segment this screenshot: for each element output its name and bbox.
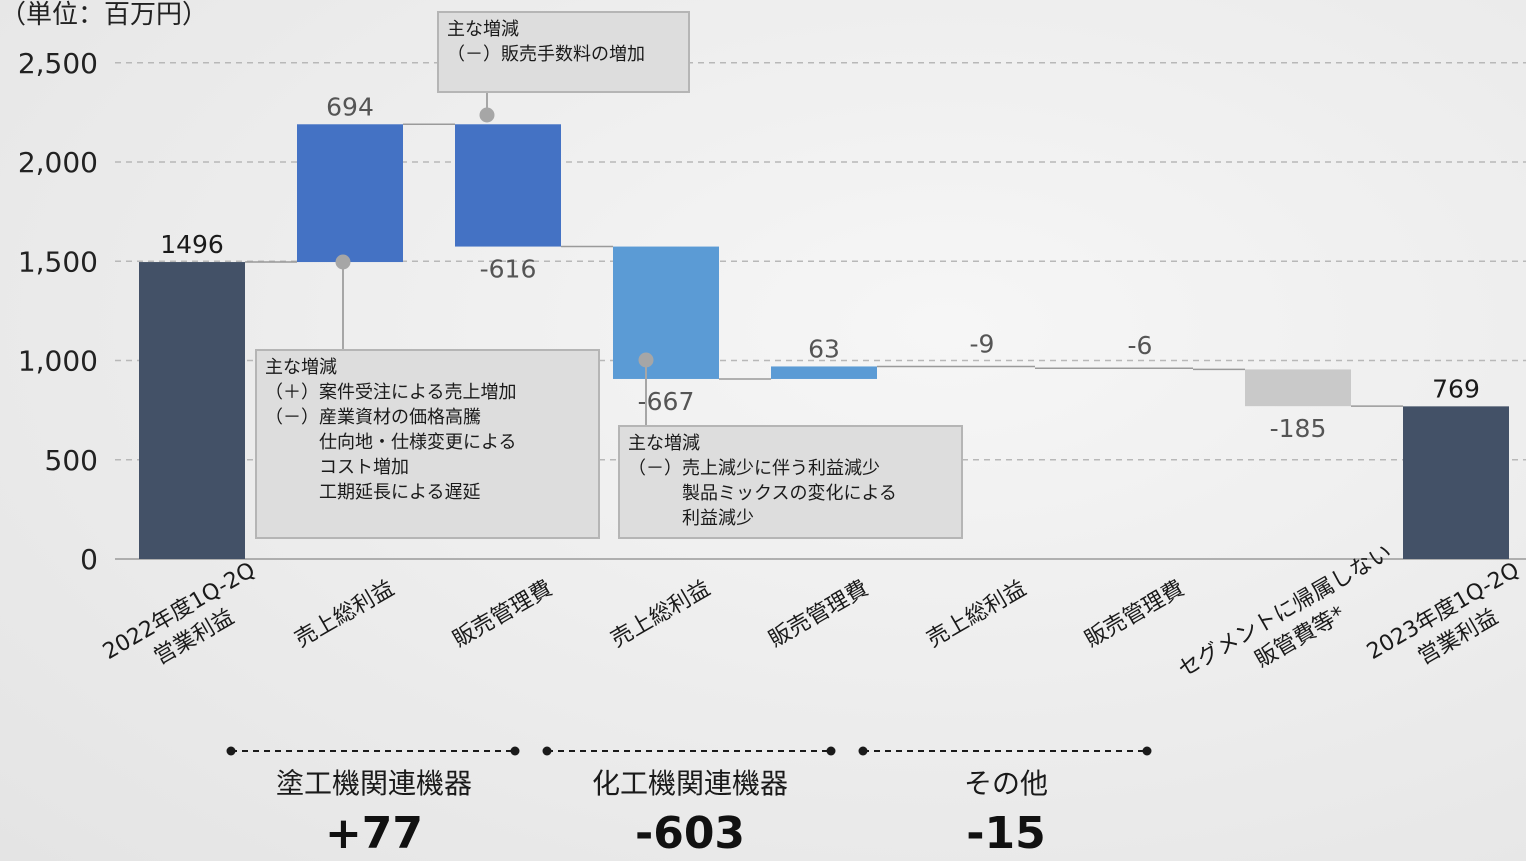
y-tick-label: 2,500 bbox=[18, 47, 98, 80]
value-label: 769 bbox=[1432, 374, 1480, 403]
category-label-line: セグメントに帰属しない bbox=[1174, 540, 1396, 683]
category-label: 販売管理費 bbox=[449, 576, 557, 653]
callout-marker-dot bbox=[638, 352, 654, 368]
note-line: コスト増加 bbox=[265, 457, 409, 478]
note-title: 主な増減 bbox=[447, 19, 519, 40]
bar bbox=[297, 124, 403, 263]
note-box-chemical-gross-profit: 主な増減 （－）売上減少に伴う利益減少 製品ミックスの変化による 利益減少 bbox=[618, 425, 963, 539]
segment-label-coating: 塗工機関連機器 bbox=[275, 767, 472, 800]
note-line: （－）販売手数料の増加 bbox=[447, 44, 645, 65]
category-label: 販売管理費 bbox=[765, 576, 873, 653]
y-tick-label: 2,000 bbox=[18, 146, 98, 179]
category-label-line: 売上総利益 bbox=[291, 576, 399, 653]
value-label: -667 bbox=[638, 387, 695, 416]
value-label: 63 bbox=[808, 334, 840, 363]
y-axis-unit-label: （単位：百万円） bbox=[0, 0, 209, 30]
bar bbox=[613, 246, 719, 379]
bar bbox=[1245, 369, 1351, 407]
segment-divider-dot bbox=[510, 746, 520, 756]
note-line: （－）売上減少に伴う利益減少 bbox=[628, 458, 880, 479]
callout-marker-dot bbox=[335, 254, 351, 270]
note-line: 利益減少 bbox=[628, 508, 754, 529]
segment-total-coating: +77 bbox=[324, 808, 424, 859]
y-tick-label: 1,000 bbox=[18, 345, 98, 378]
segment-divider-dot bbox=[226, 746, 236, 756]
note-box-selling-expenses: 主な増減 （－）販売手数料の増加 bbox=[437, 11, 690, 93]
category-label-line: 販売管理費 bbox=[1081, 576, 1189, 653]
y-tick-label: 0 bbox=[80, 543, 98, 576]
segment-label-chemical: 化工機関連機器 bbox=[591, 767, 788, 800]
category-label: 販売管理費 bbox=[1081, 576, 1189, 653]
note-box-coating-gross-profit: 主な増減 （＋）案件受注による売上増加 （－）産業資材の価格高騰 仕向地・仕様変… bbox=[255, 349, 600, 539]
note-line: （＋）案件受注による売上増加 bbox=[265, 382, 517, 403]
segment-label-other: その他 bbox=[963, 767, 1048, 800]
segment-divider-dot bbox=[826, 746, 836, 756]
value-label: -6 bbox=[1128, 331, 1153, 360]
value-label: 1496 bbox=[160, 230, 224, 259]
category-label: 売上総利益 bbox=[607, 576, 715, 653]
segment-divider-dot bbox=[858, 746, 868, 756]
category-label-line: 販売管理費 bbox=[449, 576, 557, 653]
category-label: 売上総利益 bbox=[291, 576, 399, 653]
note-line: （－）産業資材の価格高騰 bbox=[265, 407, 481, 428]
y-tick-label: 1,500 bbox=[18, 245, 98, 278]
value-label: -9 bbox=[970, 329, 995, 358]
category-label: 売上総利益 bbox=[923, 576, 1031, 653]
value-label: -185 bbox=[1270, 414, 1327, 443]
category-label-line: 販売管理費 bbox=[765, 576, 873, 653]
bar bbox=[771, 366, 877, 379]
note-title: 主な増減 bbox=[265, 357, 337, 378]
segment-total-chemical: -603 bbox=[634, 808, 746, 859]
note-title: 主な増減 bbox=[628, 433, 700, 454]
bar bbox=[139, 262, 245, 559]
value-label: 694 bbox=[326, 92, 374, 121]
segment-total-other: -15 bbox=[966, 808, 1046, 859]
note-line: 製品ミックスの変化による bbox=[628, 483, 897, 504]
category-label-line: 売上総利益 bbox=[607, 576, 715, 653]
note-line: 工期延長による遅延 bbox=[265, 482, 481, 503]
callout-marker-dot bbox=[479, 107, 495, 123]
segment-divider-dot bbox=[542, 746, 552, 756]
note-line: 仕向地・仕様変更による bbox=[265, 432, 517, 453]
category-label-line: 売上総利益 bbox=[923, 576, 1031, 653]
bar bbox=[455, 124, 561, 247]
bar bbox=[1403, 406, 1509, 559]
y-tick-label: 500 bbox=[45, 444, 98, 477]
segment-divider-dot bbox=[1142, 746, 1152, 756]
value-label: -616 bbox=[480, 255, 537, 284]
